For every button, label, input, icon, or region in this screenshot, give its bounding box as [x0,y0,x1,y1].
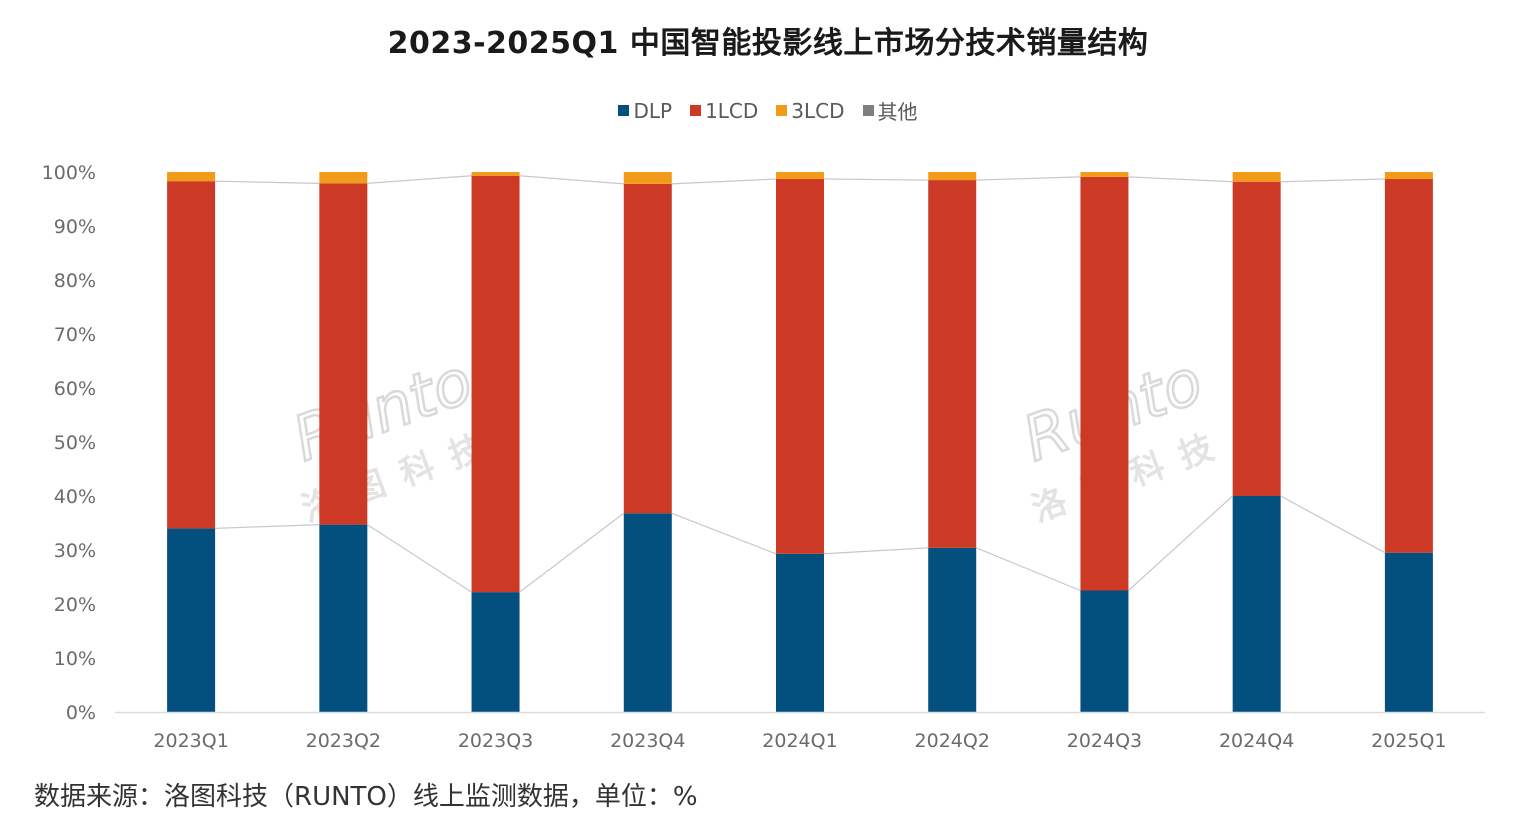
bar-segment [1232,496,1281,712]
y-tick-label: 80% [54,270,96,292]
bar-segment [167,528,216,712]
bar-segment [471,175,520,593]
bar-segment [1232,172,1281,182]
bar-segment [319,524,368,712]
chart-legend: DLP 1LCD 3LCD 其他 [0,96,1536,125]
bar-segment [319,172,368,184]
y-tick-label: 30% [54,540,96,562]
legend-item: 1LCD [690,96,758,125]
x-tick-label: 2024Q3 [1067,730,1142,752]
bar-segment [776,179,824,554]
legend-label: 其他 [877,100,918,124]
bar-segment [167,172,216,182]
y-tick-label: 60% [54,378,96,400]
legend-swatch [690,105,702,116]
x-tick-label: 2023Q2 [306,730,381,752]
series-line-segment [975,547,1081,592]
x-tick-label: 2024Q4 [1219,730,1294,752]
y-tick-label: 50% [54,432,96,454]
legend-item: 其他 [862,96,918,125]
bar-segment [928,180,977,548]
bar-segment [1232,181,1281,496]
bar-segment [1384,179,1433,553]
bar-segment [319,183,368,525]
source-note: 数据来源：洛图科技（RUNTO）线上监测数据，单位：% [34,782,698,812]
series-line-segment [823,547,929,555]
series-line-segment [519,175,624,185]
series-line-segment [367,175,472,184]
series-line-segment [1280,495,1386,554]
bar-segment [928,172,977,181]
x-tick-label: 2023Q4 [610,730,685,752]
x-tick-label: 2024Q2 [915,730,990,752]
x-tick-label: 2025Q1 [1371,730,1446,752]
legend-swatch [618,105,630,116]
series-line-segment [1280,178,1385,183]
legend-item: DLP [618,96,672,125]
bars-group [167,172,1433,712]
series-line-segment [519,512,625,593]
series-line-segment [215,524,320,529]
legend-swatch [776,105,788,116]
x-tick-label: 2023Q3 [458,730,533,752]
series-line-segment [367,524,472,593]
y-tick-label: 40% [54,486,96,508]
legend-label: DLP [633,98,673,123]
y-tick-label: 100% [42,162,96,184]
series-line-segment [671,178,777,185]
bar-segment [1384,172,1433,180]
x-axis: 2023Q1 2023Q2 2023Q3 2023Q4 2024Q1 2024Q2 2024… [115,711,1485,752]
series-line-segment [1128,176,1233,183]
y-tick-label: 90% [54,216,96,238]
y-tick-label: 20% [54,594,96,616]
bar-segment [623,172,672,184]
series-line-segment [671,512,777,555]
x-tick-label: 2023Q1 [153,730,228,752]
bar-segment [776,553,824,712]
y-tick-label: 70% [54,324,96,346]
y-tick-label: 10% [54,648,96,670]
y-axis: 0% 10% 20% 30% 40% 50% 60% 70% 80% 90% 100% [42,162,96,724]
legend-label: 3LCD [791,98,845,123]
bar-segment [1080,172,1129,177]
bar-segment [776,172,824,180]
chart-plot: Runto洛图科技Runto洛图科技 0%10%20%30%40%50%60%7… [42,162,1485,752]
bar-segment [1080,176,1129,591]
series-line-segment [215,180,320,184]
series-lines-group [215,175,1386,593]
bar-segment [471,172,520,176]
legend-swatch [862,105,874,116]
bar-segment [1384,552,1433,712]
series-line-segment [1128,495,1234,591]
bar-segment [623,183,672,514]
bar-segment [928,547,977,712]
bar-segment [471,592,520,712]
legend-item: 3LCD [776,96,845,125]
bar-segment [1080,590,1129,712]
x-tick-label: 2024Q1 [762,730,837,752]
series-line-segment [823,178,929,181]
bar-segment [623,513,672,712]
y-tick-label: 0% [66,702,96,724]
series-line-segment [976,176,1081,181]
bar-segment [167,181,216,529]
legend-label: 1LCD [705,98,759,123]
chart-title: 2023-2025Q1 中国智能投影线上市场分技术销量结构 [387,26,1149,61]
